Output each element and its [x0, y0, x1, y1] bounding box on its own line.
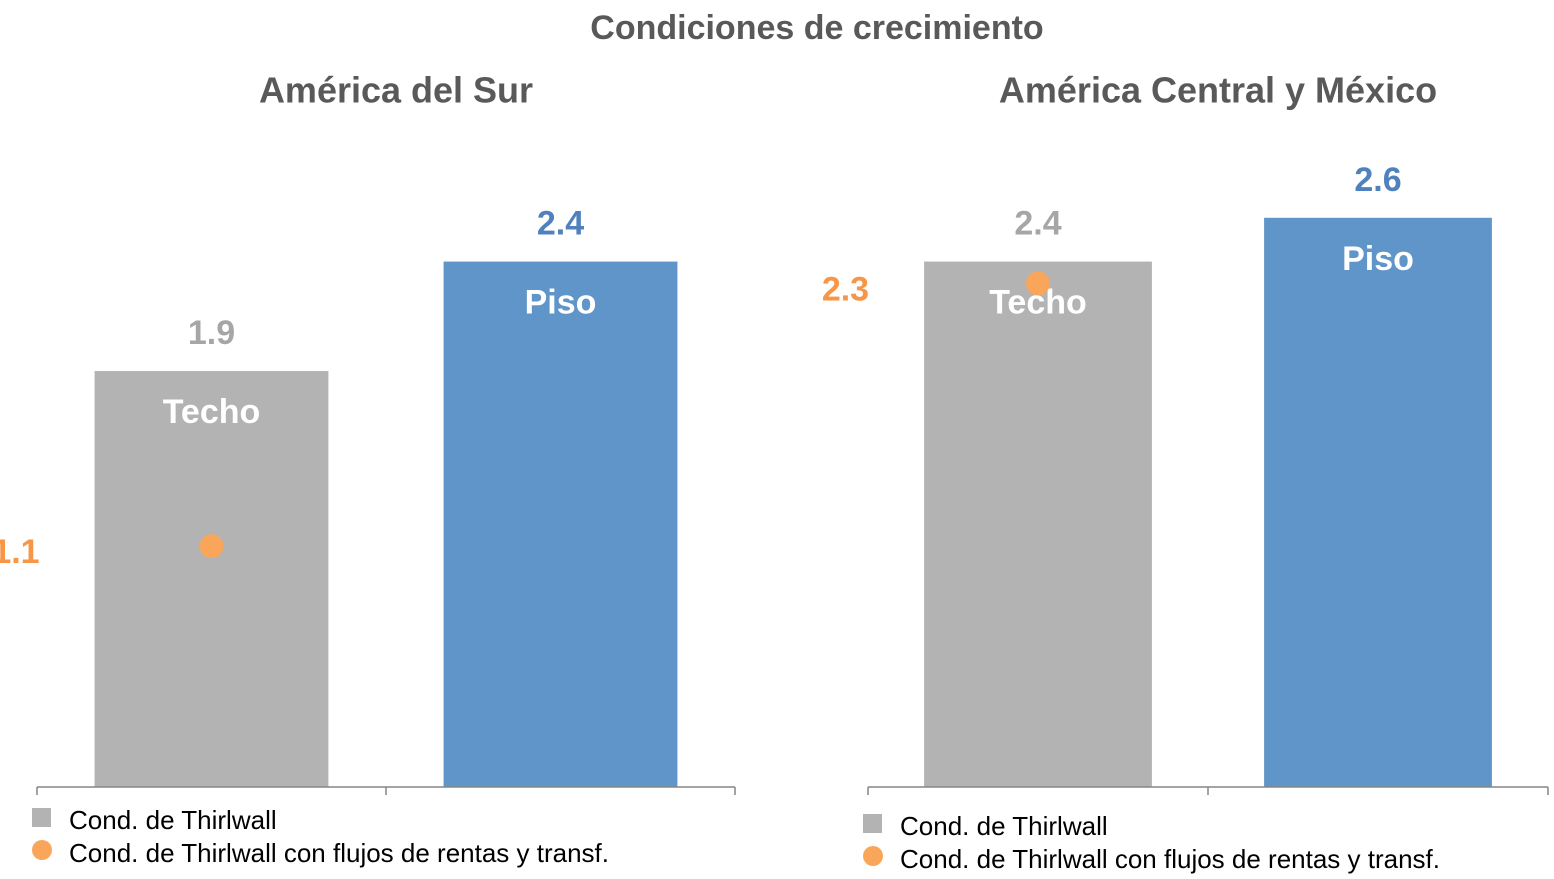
dot-value-label: 1.1 — [0, 533, 40, 571]
legend-label: Cond. de Thirlwall con flujos de rentas … — [69, 838, 609, 868]
legend-marker — [863, 814, 882, 833]
legend-marker — [32, 840, 52, 860]
category-label: Piso — [525, 284, 597, 322]
category-label: Techo — [163, 393, 261, 431]
value-label: 2.6 — [1354, 161, 1401, 199]
chart-title: América Central y México — [999, 70, 1437, 111]
bar — [443, 261, 678, 788]
value-label: 2.4 — [1014, 205, 1061, 243]
legend-label: Cond. de Thirlwall — [69, 805, 277, 835]
legend-label: Cond. de Thirlwall con flujos de rentas … — [900, 844, 1440, 874]
legend-label: Cond. de Thirlwall — [900, 811, 1108, 841]
legend-marker — [863, 846, 883, 866]
value-label: 2.4 — [537, 205, 584, 243]
main-title: Condiciones de crecimiento — [590, 9, 1043, 47]
bar — [94, 371, 329, 787]
category-label: Piso — [1342, 240, 1414, 278]
dot — [1026, 271, 1050, 296]
chart-title: América del Sur — [259, 70, 533, 111]
value-label: 1.9 — [188, 314, 235, 352]
bar — [1264, 217, 1492, 788]
dot — [199, 534, 224, 559]
dot-value-label: 2.3 — [822, 270, 869, 308]
bar — [924, 261, 1152, 788]
legend-marker — [32, 808, 51, 827]
